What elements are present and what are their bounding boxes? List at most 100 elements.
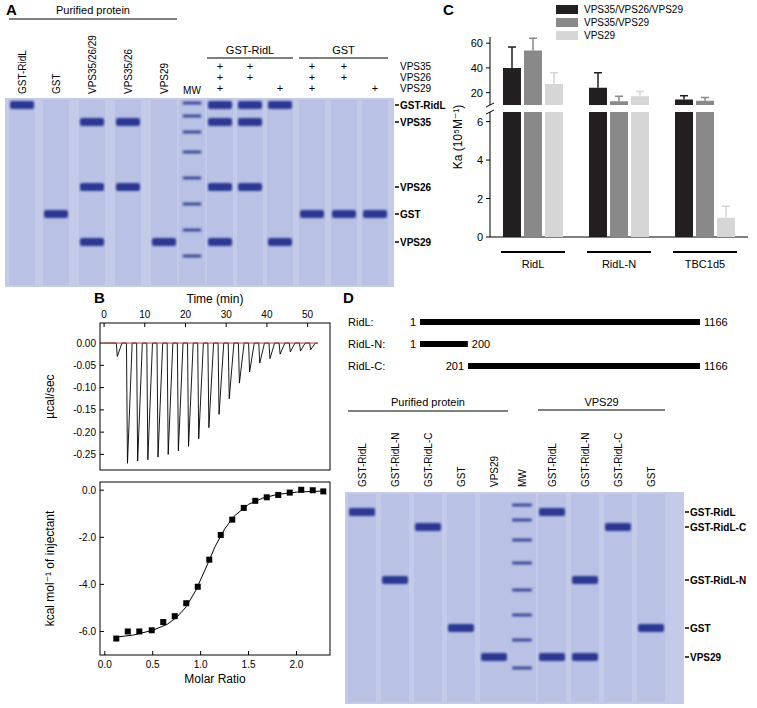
y-tick — [100, 537, 104, 538]
ladder-band — [183, 102, 201, 105]
band — [300, 210, 324, 218]
group-label: GST-RidL — [226, 44, 274, 56]
axis-break — [486, 103, 494, 107]
band-label: VPS29 — [400, 237, 432, 248]
y-tick — [486, 43, 490, 44]
band-label: VPS35 — [400, 117, 432, 128]
header: Purified protein — [391, 396, 465, 408]
bar — [524, 51, 542, 237]
ladder-band — [512, 614, 532, 617]
x-tick — [104, 651, 105, 655]
y-tick-label: 40 — [471, 62, 483, 74]
lane — [538, 494, 566, 702]
ladder-band — [512, 667, 532, 670]
figure: ABCDGST-RidLGSTVPS35/26/29VPS35/26VPS29M… — [0, 0, 757, 708]
ladder-band — [512, 504, 532, 507]
y-tick — [486, 198, 490, 199]
lane-label: GST-RidL — [357, 443, 368, 487]
axis-break — [486, 110, 494, 114]
panel-letter: B — [94, 289, 105, 306]
x-tick-label: 1.5 — [242, 659, 256, 670]
residue-label: 200 — [472, 338, 490, 350]
lane-label: GST-RidL-C — [613, 433, 624, 487]
band-label: GST-RidL — [400, 100, 446, 111]
group-line — [207, 57, 293, 58]
lane — [604, 494, 632, 702]
frame — [100, 482, 330, 655]
lane-label: VPS35/26 — [123, 49, 134, 94]
y-axis-title: Ka (10⁵M⁻¹) — [451, 105, 465, 170]
y-tick — [100, 387, 104, 388]
band — [238, 183, 262, 191]
header-line — [9, 18, 177, 19]
x-tick — [104, 323, 105, 327]
ladder-band — [183, 203, 201, 206]
point — [125, 628, 131, 634]
band — [363, 210, 387, 218]
lane — [447, 494, 475, 702]
x-tick-label: 0 — [101, 309, 107, 320]
construct-bar — [420, 341, 468, 347]
point — [160, 619, 166, 625]
y-tick — [100, 490, 104, 491]
band — [44, 210, 68, 218]
bar — [675, 99, 693, 237]
y-tick — [100, 454, 104, 455]
lane — [414, 494, 442, 702]
band — [268, 101, 292, 109]
x-tick-label: 50 — [302, 309, 314, 320]
construct-label: RidL-C: — [348, 360, 385, 372]
lane-label: GST-RidL — [17, 50, 28, 94]
y-tick — [100, 343, 104, 344]
bar — [503, 68, 521, 237]
band-label: VPS29 — [690, 652, 722, 663]
lane — [43, 100, 69, 285]
lane — [331, 100, 357, 285]
error-bar — [701, 98, 709, 101]
y-tick-label: 60 — [471, 37, 483, 49]
lane — [179, 100, 205, 285]
plot-area — [104, 343, 318, 463]
y-tick — [486, 92, 490, 93]
band-label: GST-RidL-C — [690, 522, 746, 533]
construct-bar — [468, 363, 700, 369]
band — [10, 101, 34, 109]
band — [208, 118, 232, 126]
x-tick-label: 10 — [139, 309, 151, 320]
band — [415, 523, 441, 531]
lane-label: MW — [517, 469, 528, 487]
band — [572, 576, 598, 584]
lane — [79, 100, 105, 285]
category-label: RidL-N — [602, 258, 636, 270]
legend-swatch — [556, 5, 578, 14]
residue-label: 201 — [446, 360, 464, 372]
ladder-band — [183, 131, 201, 134]
legend-swatch — [556, 18, 578, 27]
lane — [480, 494, 508, 702]
lane — [348, 494, 376, 702]
error-bar — [508, 47, 516, 68]
panel-letter: C — [443, 1, 454, 18]
y-axis-title: kcal mol⁻¹ of injectant — [43, 510, 57, 626]
band — [539, 508, 565, 516]
ladder-band — [512, 639, 532, 642]
construct-bar — [420, 319, 700, 325]
point — [310, 487, 316, 493]
x-axis-title: Time (min) — [187, 292, 244, 306]
x-tick — [296, 651, 297, 655]
plus: + — [217, 82, 223, 94]
plus: + — [309, 82, 315, 94]
band — [238, 101, 262, 109]
y-tick-label: 6 — [477, 116, 483, 128]
band — [208, 238, 232, 246]
y-tick-label: 0.00 — [77, 338, 97, 349]
band — [349, 508, 375, 516]
band-dash — [395, 213, 399, 215]
residue-label: 1166 — [704, 360, 728, 372]
y-tick — [100, 365, 104, 366]
lane — [9, 100, 35, 285]
x-tick — [307, 323, 308, 327]
y-tick-label: -0.15 — [73, 404, 96, 415]
lane — [299, 100, 325, 285]
x-tick-label: 0.0 — [98, 659, 112, 670]
